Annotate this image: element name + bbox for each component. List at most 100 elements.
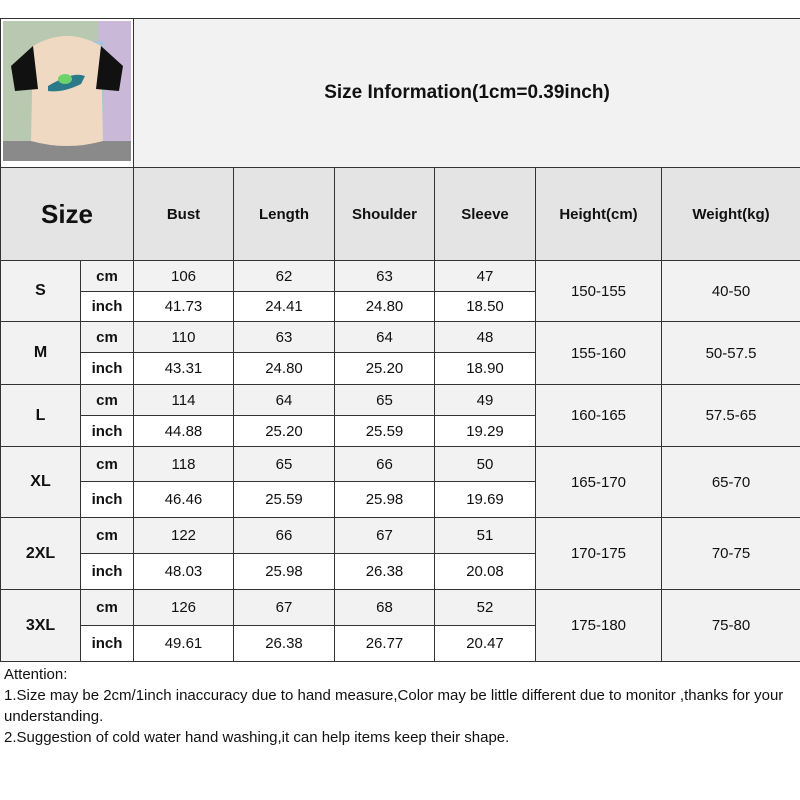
sleeve-cm-cell: 52 [434, 589, 536, 626]
shoulder-inch-cell: 26.77 [334, 625, 435, 662]
weight-cell: 50-57.5 [660, 321, 800, 385]
product-image [0, 18, 134, 168]
sleeve-inch-cell: 19.69 [434, 481, 536, 518]
sleeve-inch-cell: 20.08 [434, 553, 536, 590]
height-cell: 175-180 [535, 589, 662, 662]
unit-label: inch [80, 481, 134, 518]
table-row-inch: inch 43.31 24.80 25.20 18.90 [1, 352, 800, 385]
table-row-cm: 2XL cm 122 66 67 51 170-175 70-75 [0, 517, 800, 590]
size-label: L [0, 384, 81, 447]
shoulder-inch-cell: 26.38 [334, 553, 435, 590]
weight-cell: 65-70 [660, 446, 800, 518]
weight-cell: 75-80 [660, 589, 800, 662]
bust-inch-cell: 41.73 [133, 291, 234, 322]
size-label: M [0, 321, 81, 385]
table-row-inch: inch 41.73 24.41 24.80 18.50 [1, 291, 800, 322]
height-cell: 155-160 [535, 321, 662, 385]
attention-line-2: 2.Suggestion of cold water hand washing,… [4, 729, 510, 746]
header-sleeve: Sleeve [434, 167, 536, 261]
header-shoulder: Shoulder [334, 167, 435, 261]
shoulder-cm-cell: 64 [334, 321, 435, 353]
header-weight: Weight(kg) [660, 167, 800, 261]
height-cell: 170-175 [535, 517, 662, 590]
sleeve-inch-cell: 18.90 [434, 352, 536, 385]
size-chart: Size Information(1cm=0.39inch) Size Bust… [0, 18, 800, 662]
length-cm-cell: 66 [233, 517, 335, 554]
shoulder-cm-cell: 63 [334, 260, 435, 292]
unit-label: cm [80, 446, 134, 482]
header-height: Height(cm) [535, 167, 662, 261]
length-cm-cell: 63 [233, 321, 335, 353]
length-inch-cell: 24.41 [233, 291, 335, 322]
shoulder-cm-cell: 65 [334, 384, 435, 416]
bust-inch-cell: 46.46 [133, 481, 234, 518]
sleeve-cm-cell: 49 [434, 384, 536, 416]
length-cm-cell: 64 [233, 384, 335, 416]
weight-cell: 40-50 [660, 260, 800, 322]
table-row-inch: inch 49.61 26.38 26.77 20.47 [1, 625, 800, 662]
unit-label: inch [80, 553, 134, 590]
attention-notes: Attention: 1.Size may be 2cm/1inch inacc… [4, 664, 798, 748]
unit-label: inch [80, 291, 134, 322]
bust-cm-cell: 126 [133, 589, 234, 626]
sleeve-inch-cell: 20.47 [434, 625, 536, 662]
table-row-cm: XL cm 118 65 66 50 165-170 65-70 [0, 446, 800, 518]
size-label: S [0, 260, 81, 322]
header-length: Length [233, 167, 335, 261]
shoulder-inch-cell: 25.20 [334, 352, 435, 385]
shoulder-inch-cell: 25.98 [334, 481, 435, 518]
length-inch-cell: 25.20 [233, 415, 335, 447]
size-info-title: Size Information(1cm=0.39inch) [132, 18, 800, 168]
unit-label: cm [80, 384, 134, 416]
bust-inch-cell: 48.03 [133, 553, 234, 590]
height-cell: 150-155 [535, 260, 662, 322]
sleeve-cm-cell: 48 [434, 321, 536, 353]
bust-cm-cell: 118 [133, 446, 234, 482]
unit-label: cm [80, 260, 134, 292]
table-row-inch: inch 48.03 25.98 26.38 20.08 [1, 553, 800, 590]
sleeve-inch-cell: 18.50 [434, 291, 536, 322]
attention-line-1: 1.Size may be 2cm/1inch inaccuracy due t… [4, 687, 784, 725]
weight-cell: 57.5-65 [660, 384, 800, 447]
height-cell: 165-170 [535, 446, 662, 518]
bust-inch-cell: 49.61 [133, 625, 234, 662]
length-cm-cell: 67 [233, 589, 335, 626]
sleeve-cm-cell: 51 [434, 517, 536, 554]
size-label: 2XL [0, 517, 81, 590]
length-inch-cell: 24.80 [233, 352, 335, 385]
bust-inch-cell: 43.31 [133, 352, 234, 385]
length-inch-cell: 25.98 [233, 553, 335, 590]
header-bust: Bust [133, 167, 234, 261]
bust-cm-cell: 122 [133, 517, 234, 554]
unit-label: cm [80, 589, 134, 626]
shoulder-inch-cell: 24.80 [334, 291, 435, 322]
bust-cm-cell: 114 [133, 384, 234, 416]
table-row-inch: inch 44.88 25.20 25.59 19.29 [1, 415, 800, 447]
length-inch-cell: 26.38 [233, 625, 335, 662]
unit-label: cm [80, 517, 134, 554]
hoodie-photo [3, 21, 131, 161]
length-cm-cell: 62 [233, 260, 335, 292]
bust-inch-cell: 44.88 [133, 415, 234, 447]
size-table: Size Information(1cm=0.39inch) Size Bust… [0, 18, 800, 662]
sleeve-cm-cell: 47 [434, 260, 536, 292]
shoulder-cm-cell: 68 [334, 589, 435, 626]
table-row-inch: inch 46.46 25.59 25.98 19.69 [1, 481, 800, 518]
size-label: 3XL [0, 589, 81, 662]
size-label: XL [0, 446, 81, 518]
unit-label: inch [80, 625, 134, 662]
shoulder-cm-cell: 67 [334, 517, 435, 554]
length-inch-cell: 25.59 [233, 481, 335, 518]
header-size: Size [0, 167, 134, 261]
unit-label: inch [80, 352, 134, 385]
unit-label: inch [80, 415, 134, 447]
length-cm-cell: 65 [233, 446, 335, 482]
sleeve-cm-cell: 50 [434, 446, 536, 482]
bust-cm-cell: 110 [133, 321, 234, 353]
unit-label: cm [80, 321, 134, 353]
weight-cell: 70-75 [660, 517, 800, 590]
shoulder-inch-cell: 25.59 [334, 415, 435, 447]
shoulder-cm-cell: 66 [334, 446, 435, 482]
